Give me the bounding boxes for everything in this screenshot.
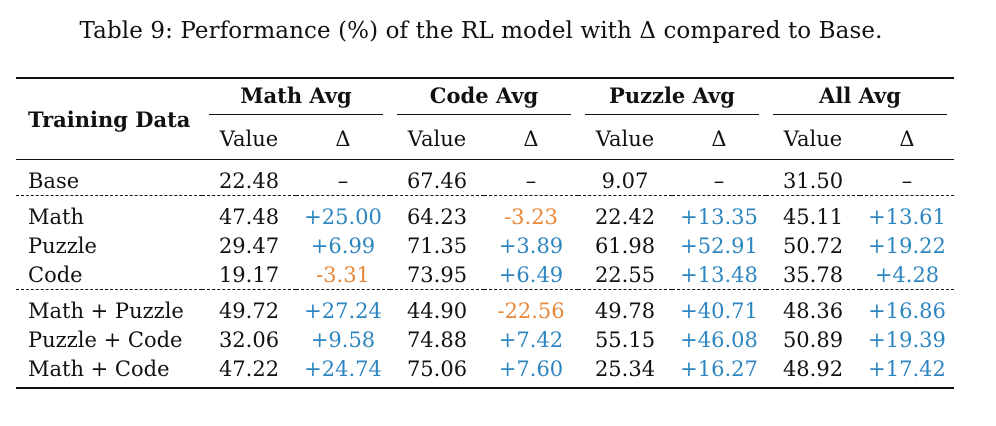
table-row: Puzzle + Code 32.06 +9.58 74.88 +7.42 55.15 +4… [16,325,954,354]
value-cell: 32.06 [218,327,280,352]
value-cell: 35.78 [782,262,844,287]
value-cell: 48.36 [782,298,844,323]
delta-cell: +6.99 [310,233,376,258]
row-label: Base [28,168,80,193]
delta-cell: – [713,168,725,193]
delta-cell: +13.35 [680,204,758,229]
delta-header: Δ [523,127,539,151]
puzzle-avg-header: Puzzle Avg [578,78,766,119]
sub-header-row: Value Δ Value Δ Value Δ Value Δ [16,119,954,160]
delta-cell: +19.39 [868,327,946,352]
table-body: Base 22.48 – 67.46 – 9.07 – 31.50 – Math 47.48 +25.… [16,159,954,388]
table-row: Math + Puzzle 49.72 +27.24 44.90 -22.56 49.78… [16,289,954,326]
delta-cell: -3.31 [316,262,370,287]
math-avg-header: Math Avg [202,78,390,119]
value-cell: 48.92 [782,356,844,381]
delta-cell: +9.58 [310,327,376,352]
value-cell: 71.35 [406,233,468,258]
results-table-container: Training Data Math Avg Code Avg Puzzle A… [16,77,954,389]
delta-cell: +19.22 [868,233,946,258]
delta-header: Δ [711,127,727,151]
row-label: Math [28,204,84,229]
table-row: Puzzle 29.47 +6.99 71.35 +3.89 61.98 +52.91 50.… [16,231,954,260]
value-cell: 22.55 [594,262,656,287]
delta-header: Δ [335,127,351,151]
value-cell: 31.50 [782,168,844,193]
delta-cell: – [901,168,913,193]
value-cell: 61.98 [594,233,656,258]
delta-cell: +27.24 [304,298,382,323]
delta-cell: +52.91 [680,233,758,258]
table-row: Code 19.17 -3.31 73.95 +6.49 22.55 +13.48 35.78… [16,260,954,290]
row-label: Puzzle + Code [28,327,183,352]
value-cell: 64.23 [406,204,468,229]
row-label: Math + Code [28,356,170,381]
value-cell: 73.95 [406,262,468,287]
delta-cell: +3.89 [498,233,564,258]
value-cell: 67.46 [406,168,468,193]
table-row: Math 47.48 +25.00 64.23 -3.23 22.42 +13.35 45.1… [16,195,954,232]
table-caption: Table 9: Performance (%) of the RL model… [79,18,883,44]
all-avg-header: All Avg [766,78,954,119]
delta-cell: +6.49 [498,262,564,287]
results-table: Training Data Math Avg Code Avg Puzzle A… [16,77,954,389]
value-cell: 49.72 [218,298,280,323]
value-cell: 22.48 [218,168,280,193]
delta-cell: +4.28 [874,262,940,287]
value-cell: 45.11 [782,204,844,229]
row-label: Code [28,262,83,287]
delta-cell: +46.08 [680,327,758,352]
value-cell: 74.88 [406,327,468,352]
value-header: Value [219,127,279,151]
value-cell: 49.78 [594,298,656,323]
value-cell: 47.22 [218,356,280,381]
delta-cell: – [525,168,537,193]
value-cell: 47.48 [218,204,280,229]
value-header: Value [783,127,843,151]
value-cell: 19.17 [218,262,280,287]
value-header: Value [595,127,655,151]
delta-cell: – [337,168,349,193]
delta-cell: +24.74 [304,356,382,381]
row-label: Math + Puzzle [28,298,184,323]
value-cell: 50.89 [782,327,844,352]
code-avg-header: Code Avg [390,78,578,119]
value-cell: 29.47 [218,233,280,258]
value-cell: 9.07 [601,168,649,193]
delta-cell: -22.56 [497,298,565,323]
value-cell: 25.34 [594,356,656,381]
row-label: Puzzle [28,233,97,258]
delta-cell: -3.23 [504,204,558,229]
delta-cell: +16.27 [680,356,758,381]
delta-cell: +13.61 [868,204,946,229]
training-data-header: Training Data [28,106,191,132]
delta-header: Δ [899,127,915,151]
delta-cell: +25.00 [304,204,382,229]
delta-cell: +17.42 [868,356,946,381]
value-cell: 50.72 [782,233,844,258]
delta-cell: +40.71 [680,298,758,323]
delta-cell: +16.86 [868,298,946,323]
delta-cell: +13.48 [680,262,758,287]
value-cell: 75.06 [406,356,468,381]
value-cell: 55.15 [594,327,656,352]
delta-cell: +7.60 [498,356,564,381]
value-cell: 22.42 [594,204,656,229]
table-row: Math + Code 47.22 +24.74 75.06 +7.60 25.34 +16… [16,354,954,388]
value-header: Value [407,127,467,151]
value-cell: 44.90 [406,298,468,323]
group-header-row: Training Data Math Avg Code Avg Puzzle A… [16,78,954,132]
table-row: Base 22.48 – 67.46 – 9.07 – 31.50 – [16,159,954,196]
delta-cell: +7.42 [498,327,564,352]
